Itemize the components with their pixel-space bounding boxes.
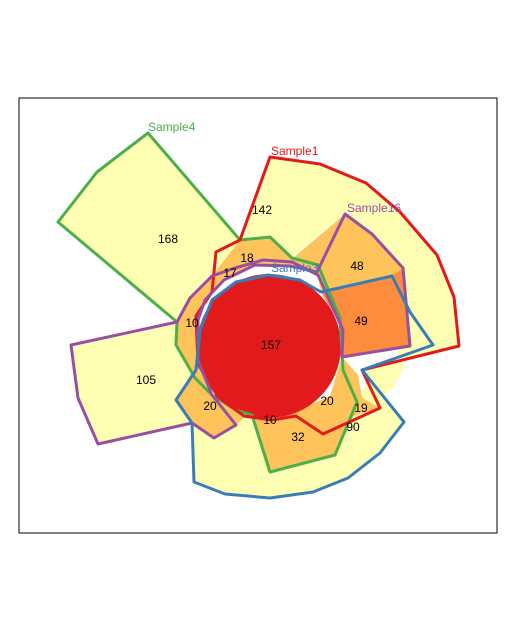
count-sample1-sample3: 20: [320, 394, 334, 408]
count-sample4-sample16: 10: [185, 316, 199, 330]
count-label-layer: 168 142 105 90 48 49 18 17 10 20 32 10 2…: [136, 203, 368, 444]
outline-layer: [56, 131, 461, 500]
all-samples-region: [197, 274, 341, 418]
sample3-outline: [174, 273, 435, 500]
sample3-only-region: [192, 322, 433, 498]
sample16-only-region: [71, 322, 196, 444]
count-sample4-sample3: 32: [291, 430, 305, 444]
count-sample16-sample3: 48: [350, 259, 364, 273]
count-sample4-sample16-sample3: 10: [263, 413, 277, 427]
sample4-label: Sample4: [148, 120, 196, 134]
sample4-only-region: [58, 133, 240, 322]
count-sample1-sample3-edge: 19: [354, 401, 368, 415]
count-sample4-sample1-sample16: 17: [223, 266, 237, 280]
sample3-label: Sample3: [271, 261, 319, 275]
count-sample16-only: 105: [136, 373, 156, 387]
count-sample3-only: 90: [346, 420, 360, 434]
sample1-label: Sample1: [271, 144, 319, 158]
count-sample16-sample3-left: 20: [203, 399, 217, 413]
sample1-sample3-region: [312, 357, 380, 434]
count-sample4-sample1: 18: [240, 251, 254, 265]
sample4-sample1-region: [212, 237, 317, 280]
sample16-sample3-left-region: [176, 360, 244, 438]
sample16-outline: [69, 212, 412, 446]
count-sample4-only: 168: [158, 232, 178, 246]
set-label-layer: Sample4 Sample1 Sample16 Sample3: [148, 120, 401, 275]
count-sample1-sample16-sample3: 49: [354, 314, 368, 328]
sample4-sample16-region: [176, 276, 224, 372]
count-sample1-only: 142: [252, 203, 272, 217]
count-all-samples: 157: [261, 338, 281, 352]
sample16-label: Sample16: [347, 201, 401, 215]
